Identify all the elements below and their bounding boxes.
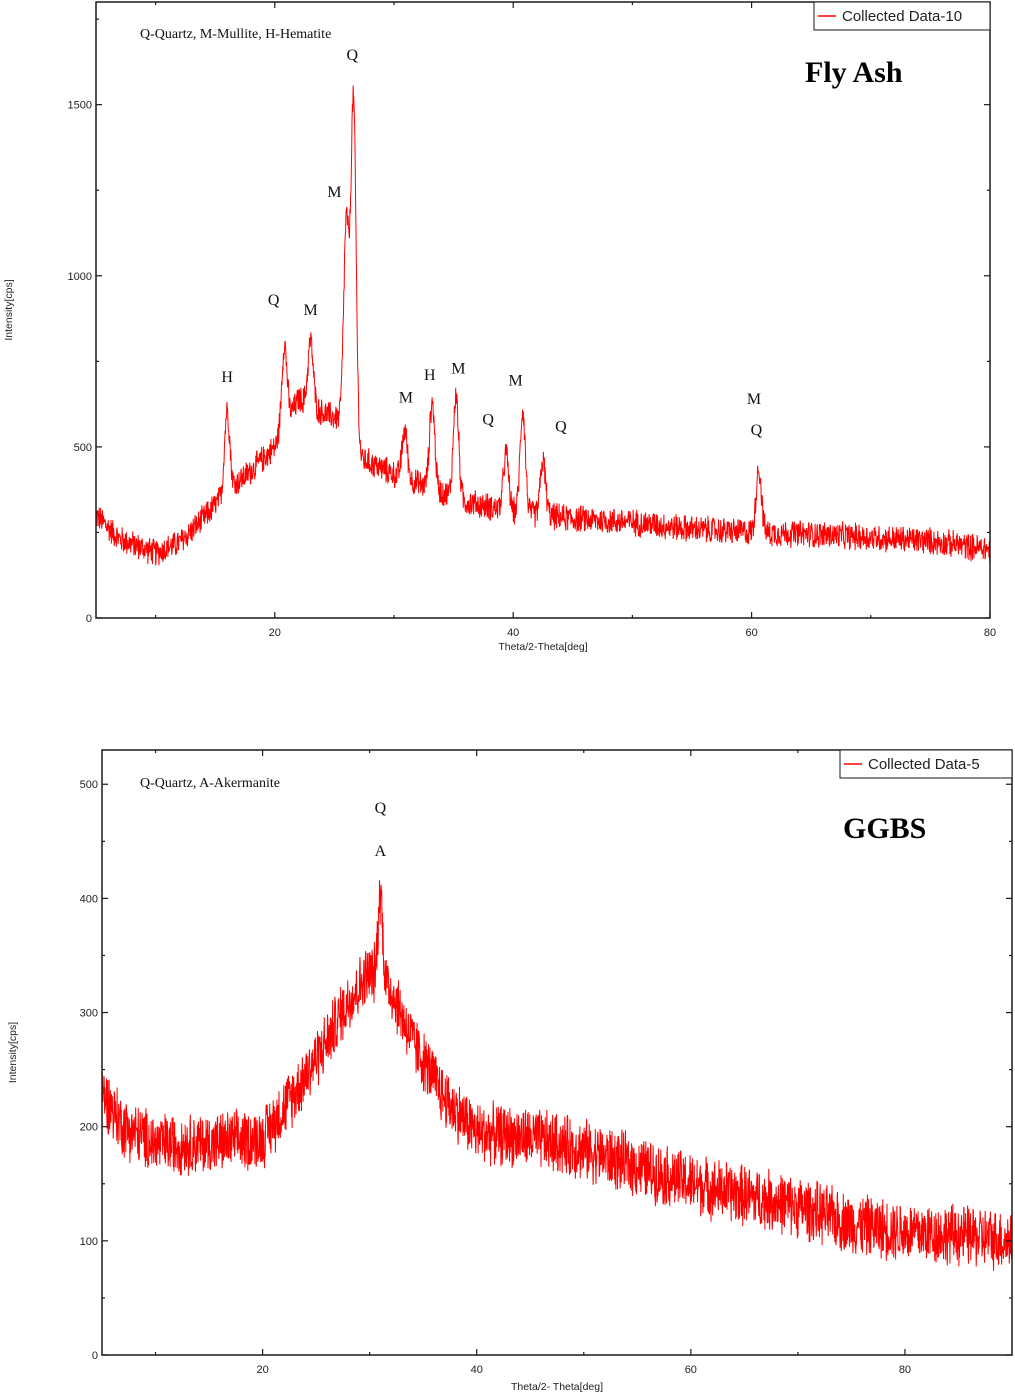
- x-tick-label: 60: [745, 627, 757, 639]
- peak-label: Q: [346, 47, 358, 64]
- fly-ash-xrd-chart: 20 40 60 80 0 500 1000 1500 Theta/2-Theta[deg] In…: [0, 0, 1015, 670]
- xrd-trace: [101, 880, 1013, 1271]
- peak-label: Q: [555, 418, 567, 435]
- y-tick-label: 200: [80, 1122, 98, 1134]
- x-tick-label: 20: [256, 1364, 268, 1376]
- fly-ash-plot: 20 40 60 80 0 500 1000 1500 Theta/2-Theta[deg] In…: [3, 1, 996, 653]
- peak-label: M: [508, 372, 522, 389]
- peak-label: H: [424, 367, 436, 384]
- panel-title: Fly Ash: [805, 56, 903, 89]
- peak-label: Q: [482, 412, 494, 429]
- peak-label: M: [747, 391, 761, 408]
- y-axis-label: Intensity[cps]: [7, 1022, 19, 1083]
- peak-label: M: [303, 302, 317, 319]
- legend: Collected Data-5: [839, 749, 1013, 779]
- peak-label: Q: [268, 292, 280, 309]
- legend-label: Collected Data-10: [842, 8, 962, 25]
- legend-label: Collected Data-5: [868, 756, 980, 773]
- plot-frame: [95, 1, 991, 619]
- y-tick-label: 300: [80, 1008, 98, 1020]
- y-tick-label: 500: [74, 442, 92, 454]
- legend: Collected Data-10: [813, 1, 991, 31]
- x-axis-label: Theta/2- Theta[deg]: [511, 1381, 603, 1393]
- peak-label: A: [375, 843, 387, 860]
- phase-key: Q-Quartz, A-Akermanite: [140, 776, 280, 791]
- y-tick-label: 100: [80, 1236, 98, 1248]
- phase-key: Q-Quartz, M-Mullite, H-Hematite: [140, 27, 331, 42]
- x-tick-label: 40: [507, 627, 519, 639]
- ggbs-plot: 20 40 60 80 0 100 200 300 400 500 Theta/2- Theta[d…: [7, 749, 1013, 1393]
- peak-label: Q: [751, 422, 763, 439]
- ggbs-xrd-chart: 20 40 60 80 0 100 200 300 400 500 Theta/2- Theta[d…: [0, 735, 1015, 1394]
- y-tick-label: 0: [86, 613, 92, 625]
- peak-label: H: [221, 369, 233, 386]
- y-tick-label: 1000: [68, 271, 92, 283]
- x-tick-label: 80: [899, 1364, 911, 1376]
- peak-label: M: [451, 360, 465, 377]
- y-tick-label: 0: [92, 1350, 98, 1362]
- plot-frame: [101, 749, 1013, 1356]
- x-tick-label: 20: [269, 627, 281, 639]
- x-axis-label: Theta/2-Theta[deg]: [498, 641, 587, 653]
- x-tick-label: 40: [471, 1364, 483, 1376]
- peak-label: Q: [375, 800, 387, 817]
- xrd-trace: [95, 85, 991, 566]
- y-tick-label: 1500: [68, 100, 92, 112]
- peak-label: M: [327, 184, 341, 201]
- x-tick-label: 80: [984, 627, 996, 639]
- y-tick-label: 500: [80, 779, 98, 791]
- panel-title: GGBS: [843, 812, 926, 845]
- y-tick-label: 400: [80, 893, 98, 905]
- x-tick-label: 60: [685, 1364, 697, 1376]
- peak-label: M: [399, 389, 413, 406]
- y-axis-label: Intensity[cps]: [3, 279, 15, 340]
